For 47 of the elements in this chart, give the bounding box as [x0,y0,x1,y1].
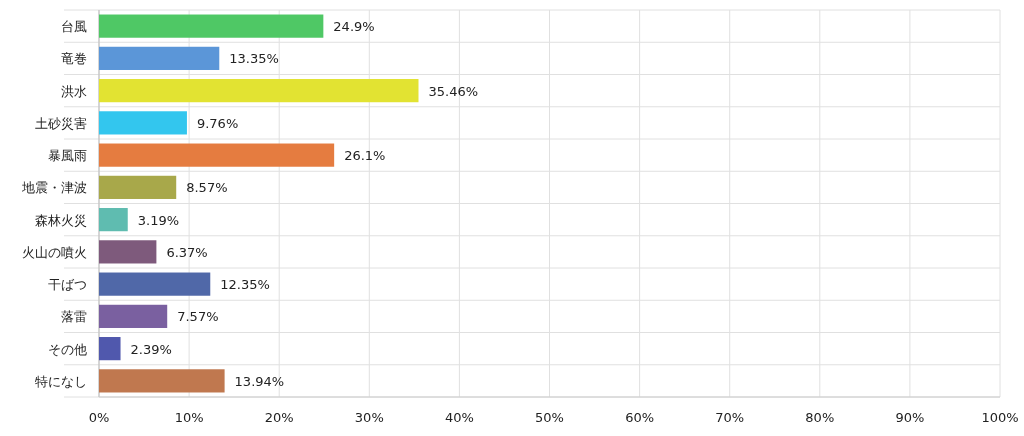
data-label: 8.57% [186,180,228,196]
data-label: 13.94% [234,373,285,389]
x-tick-label: 10% [174,410,204,425]
y-tick-label: 火山の噴火 [22,244,87,260]
y-tick-label: その他 [48,341,87,357]
data-label: 3.19% [137,212,180,228]
x-tick-label: 80% [805,410,835,425]
bar [99,46,220,70]
bar [99,240,157,264]
y-tick-label: 落雷 [61,309,87,325]
x-tick-label: 0% [88,410,110,425]
y-tick-label: 地震・津波 [21,180,87,196]
data-label: 7.57% [177,309,219,325]
y-tick-label: 森林火災 [35,212,87,228]
data-label: 13.35% [229,51,279,67]
y-tick-label: 暴風雨 [48,148,87,164]
y-tick-label: 洪水 [61,83,87,99]
bar [99,175,177,199]
data-label: 2.39% [130,341,172,357]
x-tick-label: 100% [981,410,1019,425]
y-tick-label: 台風 [61,19,87,35]
bar [99,143,335,167]
y-tick-label: 竜巻 [61,51,87,67]
data-label: 12.35% [220,277,270,293]
x-tick-label: 70% [715,410,745,425]
x-tick-label: 90% [895,410,925,425]
x-tick-label: 60% [625,410,655,425]
data-label: 24.9% [333,19,375,35]
x-tick-label: 50% [535,410,564,425]
bar [99,79,419,103]
bar [99,14,324,38]
bar [99,208,128,232]
y-tick-label: 特になし [35,373,87,389]
bar [99,369,225,393]
bar [99,272,211,296]
data-label: 35.46% [428,83,479,99]
data-label: 9.76% [196,115,239,131]
y-tick-label: 土砂災害 [35,115,87,131]
data-label: 6.37% [166,244,208,260]
x-tick-label: 40% [444,410,474,425]
bar [99,304,168,328]
x-tick-label: 20% [264,410,294,425]
y-tick-label: 干ばつ [48,277,87,293]
bar [99,111,187,135]
bar [99,337,121,361]
data-label: 26.1% [344,148,386,164]
x-tick-label: 30% [354,410,384,425]
